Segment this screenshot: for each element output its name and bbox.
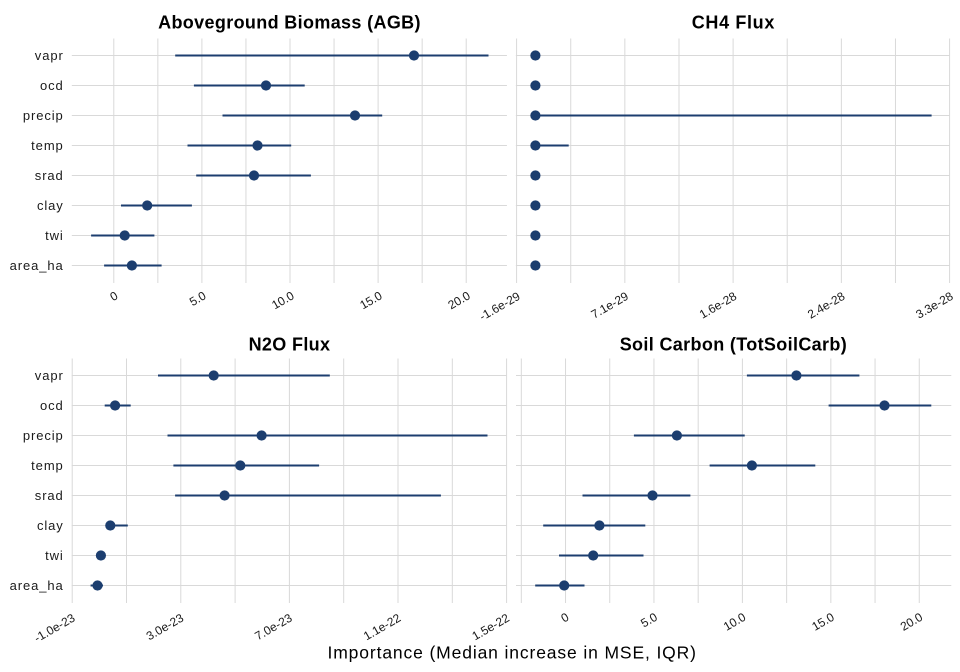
svg-text:ocd: ocd (40, 398, 64, 413)
svg-text:twi: twi (45, 548, 64, 563)
svg-text:vapr: vapr (35, 48, 64, 63)
svg-text:area_ha: area_ha (10, 578, 64, 593)
svg-text:srad: srad (35, 168, 64, 183)
svg-text:precip: precip (23, 428, 64, 443)
svg-text:temp: temp (31, 138, 64, 153)
svg-text:vapr: vapr (35, 368, 64, 383)
svg-text:area_ha: area_ha (10, 258, 64, 273)
svg-text:precip: precip (23, 108, 64, 123)
svg-text:twi: twi (45, 228, 64, 243)
svg-text:temp: temp (31, 458, 64, 473)
svg-text:ocd: ocd (40, 78, 64, 93)
svg-text:Soil Carbon (TotSoilCarb): Soil Carbon (TotSoilCarb) (620, 335, 847, 355)
svg-text:Aboveground Biomass (AGB): Aboveground Biomass (AGB) (158, 13, 421, 33)
svg-text:N2O Flux: N2O Flux (249, 335, 331, 355)
svg-text:clay: clay (37, 518, 64, 533)
svg-text:srad: srad (35, 488, 64, 503)
svg-text:CH4 Flux: CH4 Flux (692, 13, 775, 33)
svg-text:clay: clay (37, 198, 64, 213)
svg-text:Importance (Median increase in: Importance (Median increase in MSE, IQR) (328, 643, 697, 663)
